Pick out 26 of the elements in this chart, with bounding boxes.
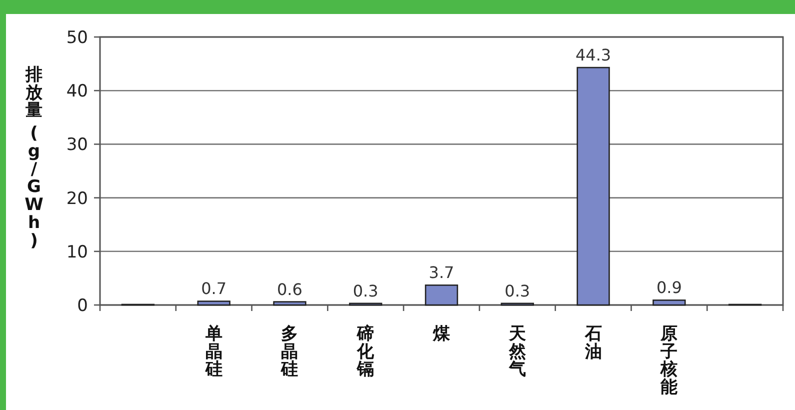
y-tick-label: 10 [66, 242, 88, 262]
data-label: 3.7 [428, 263, 454, 282]
bar [197, 300, 230, 306]
bar [273, 301, 306, 306]
data-label: 44.3 [575, 46, 612, 65]
bar [424, 284, 458, 306]
data-label: 0.3 [352, 281, 378, 300]
bar [576, 66, 610, 306]
x-tick-label: 碲化镉 [356, 324, 376, 380]
data-label: 0.9 [656, 278, 682, 298]
y-tick-label: 0 [77, 296, 88, 316]
y-tick-label: 40 [66, 82, 88, 102]
x-tick-label: 煤 [432, 324, 451, 344]
x-tick-label: 单晶硅 [204, 324, 222, 380]
x-tick-label: 原子核能 [660, 324, 678, 398]
data-label: 0.6 [276, 280, 302, 299]
x-tick-label: 石油 [584, 324, 602, 362]
data-label: 0.3 [504, 281, 530, 300]
y-tick-label: 30 [66, 135, 88, 156]
x-tick-label: 天然气 [508, 324, 527, 380]
x-tick-label: 多晶硅 [280, 324, 298, 380]
data-label: 0.7 [201, 279, 227, 298]
y-tick-label: 50 [66, 28, 88, 48]
text: 排放量 (g/GWh) [24, 65, 44, 251]
y-tick-label: 20 [66, 188, 88, 209]
bar [652, 300, 686, 306]
